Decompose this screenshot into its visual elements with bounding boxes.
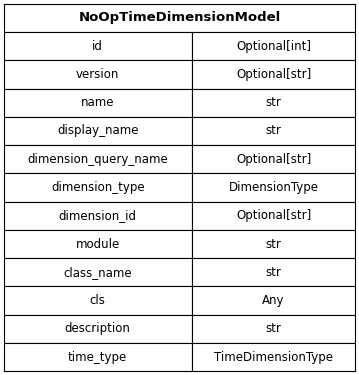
Bar <box>192 202 355 230</box>
Text: cls: cls <box>90 294 106 307</box>
Text: Optional[str]: Optional[str] <box>236 209 311 222</box>
Text: dimension_type: dimension_type <box>51 181 145 194</box>
Text: Any: Any <box>262 294 285 307</box>
Text: version: version <box>76 68 120 81</box>
Bar <box>192 230 355 258</box>
Text: Optional[str]: Optional[str] <box>236 153 311 166</box>
Bar <box>4 32 192 60</box>
Text: id: id <box>92 40 103 53</box>
Bar <box>192 60 355 88</box>
Bar <box>4 60 192 88</box>
Bar <box>4 173 192 202</box>
Text: str: str <box>266 237 281 250</box>
Text: description: description <box>65 322 131 335</box>
Bar <box>4 88 192 117</box>
Bar <box>192 258 355 286</box>
Text: dimension_query_name: dimension_query_name <box>27 153 168 166</box>
Text: class_name: class_name <box>64 266 132 279</box>
Bar <box>192 32 355 60</box>
Text: display_name: display_name <box>57 124 139 138</box>
Bar <box>192 88 355 117</box>
Text: str: str <box>266 96 281 109</box>
Bar <box>4 315 192 343</box>
Bar <box>4 202 192 230</box>
Text: DimensionType: DimensionType <box>229 181 318 194</box>
Bar <box>4 4 355 32</box>
Text: name: name <box>81 96 115 109</box>
Bar <box>4 145 192 173</box>
Text: TimeDimensionType: TimeDimensionType <box>214 351 333 364</box>
Text: str: str <box>266 322 281 335</box>
Text: Optional[int]: Optional[int] <box>236 40 311 53</box>
Text: Optional[str]: Optional[str] <box>236 68 311 81</box>
Text: module: module <box>76 237 120 250</box>
Bar <box>192 343 355 371</box>
Text: dimension_id: dimension_id <box>59 209 137 222</box>
Bar <box>4 343 192 371</box>
Bar <box>4 258 192 286</box>
Bar <box>192 315 355 343</box>
Bar <box>192 117 355 145</box>
Bar <box>192 145 355 173</box>
Text: str: str <box>266 124 281 138</box>
Text: time_type: time_type <box>68 351 127 364</box>
Bar <box>4 230 192 258</box>
Bar <box>192 286 355 315</box>
Bar <box>4 117 192 145</box>
Bar <box>192 173 355 202</box>
Bar <box>4 286 192 315</box>
Text: str: str <box>266 266 281 279</box>
Text: NoOpTimeDimensionModel: NoOpTimeDimensionModel <box>78 11 281 24</box>
